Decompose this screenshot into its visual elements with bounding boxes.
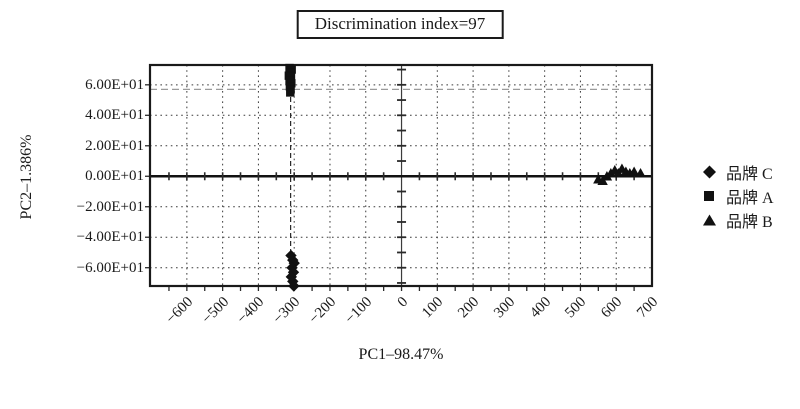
triangle-icon bbox=[703, 214, 716, 226]
y-tick-label: −2.00E+01 bbox=[76, 198, 144, 215]
legend-item: 品牌 A bbox=[702, 184, 774, 208]
data-point-triangle bbox=[628, 166, 640, 176]
discrimination-index-title-box: Discrimination index=97 bbox=[296, 10, 504, 39]
legend-label: 品牌 C bbox=[726, 166, 773, 183]
y-tick-label: 4.00E+01 bbox=[85, 107, 144, 124]
data-point-diamond bbox=[288, 280, 300, 292]
square-icon bbox=[704, 191, 714, 201]
legend-item: 品牌 B bbox=[702, 208, 774, 232]
x-axis-title: PC1–98.47% bbox=[358, 346, 444, 363]
y-tick-label: −4.00E+01 bbox=[76, 229, 144, 246]
y-tick-label: 2.00E+01 bbox=[85, 137, 144, 154]
plot-border bbox=[148, 63, 654, 288]
data-point-triangle bbox=[635, 168, 646, 178]
legend-label: 品牌 B bbox=[726, 214, 773, 231]
y-tick-label: −6.00E+01 bbox=[76, 259, 144, 276]
legend: 品牌 C 品牌 A 品牌 B bbox=[702, 160, 774, 232]
y-tick-label: 6.00E+01 bbox=[85, 76, 144, 93]
data-point-square bbox=[286, 88, 295, 97]
y-tick-label: 0.00E+01 bbox=[85, 168, 144, 185]
legend-label: 品牌 A bbox=[726, 190, 774, 207]
legend-item: 品牌 C bbox=[702, 160, 774, 184]
diamond-icon bbox=[703, 165, 716, 179]
